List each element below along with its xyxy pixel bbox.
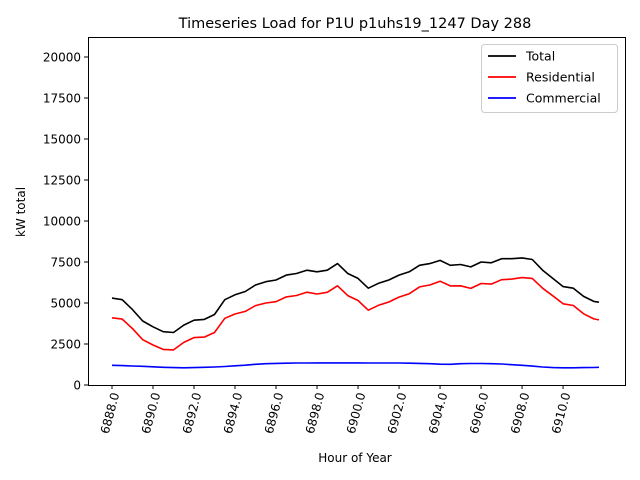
- y-tick-label: 15000: [43, 133, 81, 147]
- plot-frame: [88, 37, 626, 386]
- x-tick-label: 6910.0: [549, 391, 573, 435]
- x-tick-label: 6906.0: [467, 391, 491, 435]
- x-tick-label: 6896.0: [262, 391, 286, 435]
- y-tick-label: 10000: [43, 215, 81, 229]
- x-tick-label: 6892.0: [180, 391, 204, 435]
- y-tick-label: 2500: [50, 338, 81, 352]
- legend-label-total: Total: [525, 49, 555, 64]
- y-axis-label: kW total: [14, 187, 28, 237]
- y-tick-label: 17500: [43, 92, 81, 106]
- legend: Total Residential Commercial: [481, 44, 618, 113]
- series-layer: [111, 257, 600, 369]
- y-tick-label: 5000: [50, 297, 81, 311]
- y-tick-label: 20000: [43, 51, 81, 65]
- legend-frame: [481, 44, 618, 113]
- legend-label-residential: Residential: [526, 70, 595, 85]
- x-tick-label: 6890.0: [139, 391, 163, 435]
- series-line-residential: [111, 276, 600, 351]
- y-tick-label: 12500: [43, 174, 81, 188]
- y-tick-label: 7500: [50, 256, 81, 270]
- x-tick-label: 6898.0: [303, 391, 327, 435]
- y-tick-label: 0: [73, 379, 81, 393]
- legend-label-commercial: Commercial: [526, 91, 601, 106]
- x-tick-label: 6904.0: [426, 391, 450, 435]
- chart-title: Timeseries Load for P1U p1uhs19_1247 Day…: [178, 16, 532, 32]
- x-axis-label: Hour of Year: [318, 451, 392, 465]
- series-line-total: [111, 257, 600, 334]
- x-tick-label: 6902.0: [385, 391, 409, 435]
- x-axis: 6888.0 6890.0 6892.0 6894.0 6896.0 6898.0 6900…: [98, 385, 573, 435]
- x-tick-label: 6888.0: [98, 391, 122, 435]
- x-tick-label: 6908.0: [508, 391, 532, 435]
- x-tick-label: 6894.0: [221, 391, 245, 435]
- series-line-commercial: [111, 362, 600, 369]
- y-axis: 0 2500 5000 7500 10000 12500 15000 17500 20000: [43, 51, 88, 393]
- x-tick-label: 6900.0: [344, 391, 368, 435]
